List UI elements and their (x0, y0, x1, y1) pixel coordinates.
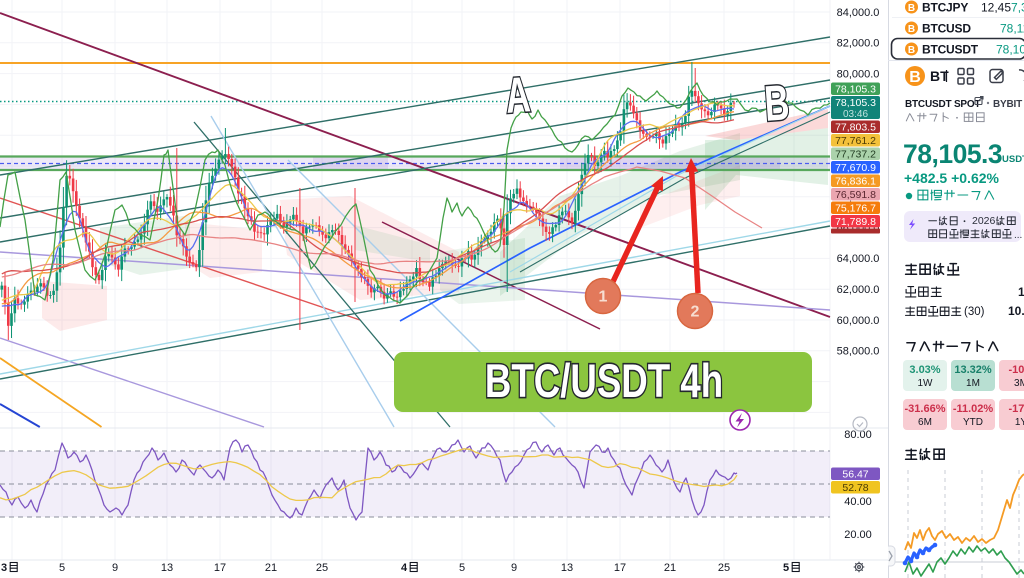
svg-text:76,836.1: 76,836.1 (835, 176, 876, 188)
svg-text:76,591.8: 76,591.8 (835, 189, 876, 201)
svg-text:1: 1 (599, 289, 608, 306)
svg-text:77,670.9: 77,670.9 (835, 162, 876, 174)
svg-text:75,176.7: 75,176.7 (835, 203, 876, 215)
svg-text:21: 21 (664, 562, 676, 574)
svg-text:5: 5 (783, 562, 789, 574)
svg-text:6M: 6M (918, 417, 932, 428)
svg-text:82,000.0: 82,000.0 (837, 38, 880, 50)
svg-text:13.32%: 13.32% (954, 364, 992, 376)
svg-text:40.00: 40.00 (844, 496, 872, 508)
svg-text:77,761.2: 77,761.2 (835, 135, 876, 147)
svg-text:78,105.3: 78,105.3 (835, 84, 876, 96)
svg-text:BTC/USDT 4h: BTC/USDT 4h (485, 355, 723, 407)
svg-text:78,11: 78,11 (1000, 22, 1024, 36)
svg-text:A: A (504, 67, 532, 125)
svg-text:10.0: 10.0 (1008, 304, 1024, 318)
svg-text:3: 3 (1, 562, 7, 574)
svg-text:84,000.0: 84,000.0 (837, 7, 880, 19)
svg-text:BTCUSD: BTCUSD (922, 22, 971, 36)
svg-text:52.78: 52.78 (842, 482, 868, 494)
svg-text:1.2: 1.2 (1018, 285, 1024, 299)
svg-text:-17.6: -17.6 (1008, 403, 1024, 415)
svg-text:71,789.8: 71,789.8 (835, 216, 876, 228)
svg-text:80.00: 80.00 (844, 429, 872, 441)
svg-text:78,105: 78,105 (996, 43, 1024, 57)
svg-text:BTCUSDT SPOT: BTCUSDT SPOT (905, 99, 980, 110)
svg-text:5: 5 (459, 562, 465, 574)
svg-text:58,000.0: 58,000.0 (837, 346, 880, 358)
svg-text:13: 13 (561, 562, 573, 574)
svg-text:25: 25 (316, 562, 328, 574)
svg-text:03:46: 03:46 (843, 109, 868, 120)
svg-text:60,000.0: 60,000.0 (837, 315, 880, 327)
svg-text:2: 2 (691, 304, 700, 321)
svg-text:64,000.0: 64,000.0 (837, 253, 880, 265)
svg-text:-31.66%: -31.66% (905, 403, 946, 415)
svg-text:56.47: 56.47 (842, 469, 868, 481)
svg-text:-10.0: -10.0 (1008, 364, 1024, 376)
svg-text:BT: BT (930, 68, 949, 84)
svg-text:YTD: YTD (963, 417, 983, 428)
svg-text:(30): (30) (964, 306, 985, 318)
svg-text:1M: 1M (966, 378, 980, 389)
svg-text:62,000.0: 62,000.0 (837, 284, 880, 296)
svg-text:2026: 2026 (972, 215, 996, 227)
svg-text:BYBIT: BYBIT (993, 99, 1022, 110)
svg-text:1Y: 1Y (1015, 417, 1024, 428)
svg-text:1W: 1W (918, 378, 934, 389)
svg-text:9: 9 (511, 562, 517, 574)
svg-text:4: 4 (401, 562, 408, 574)
svg-text:BTCUSDT: BTCUSDT (922, 43, 979, 57)
svg-text:77,737.2: 77,737.2 (835, 149, 876, 161)
svg-text:77,803.5: 77,803.5 (835, 122, 876, 134)
svg-text:25: 25 (718, 562, 730, 574)
svg-text:12,457,36: 12,457,36 (981, 1, 1024, 15)
svg-text:B: B (763, 75, 791, 133)
svg-text:-11.02%: -11.02% (953, 403, 994, 415)
svg-text:13: 13 (161, 562, 173, 574)
svg-text:B: B (908, 24, 915, 35)
svg-text:BTCJPY: BTCJPY (922, 1, 968, 15)
svg-text:78,105.3: 78,105.3 (835, 97, 876, 109)
svg-text:B: B (909, 69, 921, 86)
svg-text:17: 17 (214, 562, 226, 574)
svg-text:20.00: 20.00 (844, 529, 872, 541)
svg-text:5: 5 (59, 562, 65, 574)
svg-text:9: 9 (112, 562, 118, 574)
svg-text:80,000.0: 80,000.0 (837, 68, 880, 80)
svg-text:+482.5 +0.62%: +482.5 +0.62% (904, 170, 1000, 186)
svg-text:B: B (908, 45, 915, 56)
svg-text:USDT: USDT (1002, 154, 1024, 165)
svg-text:21: 21 (265, 562, 277, 574)
svg-text:78,105.3: 78,105.3 (903, 139, 1002, 169)
svg-text:B: B (908, 3, 915, 14)
svg-text:...: ... (1014, 230, 1022, 241)
svg-text:3M: 3M (1014, 378, 1024, 389)
svg-text:17: 17 (614, 562, 626, 574)
svg-text:3.03%: 3.03% (909, 364, 940, 376)
